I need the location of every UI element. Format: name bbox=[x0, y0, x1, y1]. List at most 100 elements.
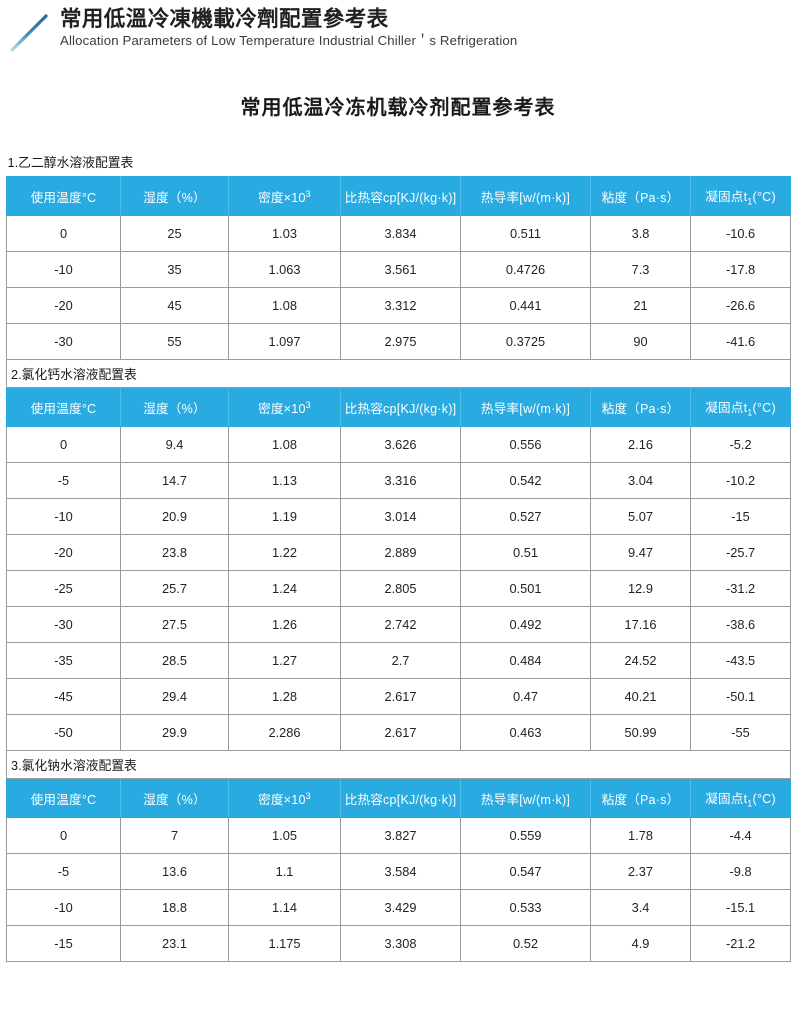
cell-r1-c4: 3.834 bbox=[340, 215, 461, 252]
cell-r2-c7: -9.8 bbox=[689, 853, 792, 890]
cell-r4-c5: 0.3725 bbox=[460, 323, 591, 360]
cell-r1-c2: 7 bbox=[120, 817, 229, 854]
cell-r3-c5: 0.441 bbox=[460, 287, 591, 324]
cell-r2-c3: 1.1 bbox=[228, 853, 341, 890]
cell-r3-c1: -10 bbox=[6, 498, 121, 535]
cell-r2-c5: 0.4726 bbox=[460, 251, 591, 288]
cell-r3-c5: 0.527 bbox=[460, 498, 591, 535]
table-row: -35 28.5 1.27 2.7 0.484 24.52 -43.5 bbox=[6, 642, 792, 679]
cell-r2-c4: 3.584 bbox=[340, 853, 461, 890]
table-row: -15 23.1 1.175 3.308 0.52 4.9 -21.2 bbox=[6, 925, 792, 962]
cell-r6-c1: -30 bbox=[6, 606, 121, 643]
cell-r2-c4: 3.561 bbox=[340, 251, 461, 288]
cell-r2-c5: 0.542 bbox=[460, 462, 591, 499]
column-header-2: 湿度（%） bbox=[120, 387, 229, 427]
cell-r1-c3: 1.03 bbox=[228, 215, 341, 252]
cell-r4-c6: 9.47 bbox=[590, 534, 691, 571]
table-row: 0 9.4 1.08 3.626 0.556 2.16 -5.2 bbox=[6, 426, 792, 463]
cell-r3-c3: 1.08 bbox=[228, 287, 341, 324]
column-header-6: 粘度（Pa·s） bbox=[590, 778, 691, 818]
table-row: -10 35 1.063 3.561 0.4726 7.3 -17.8 bbox=[6, 251, 792, 288]
table-row: 0 7 1.05 3.827 0.559 1.78 -4.4 bbox=[6, 817, 792, 854]
cell-r2-c3: 1.063 bbox=[228, 251, 341, 288]
column-header-1: 使用温度°C bbox=[6, 387, 121, 427]
cell-r5-c1: -25 bbox=[6, 570, 121, 607]
column-header-1: 使用温度°C bbox=[6, 778, 121, 818]
column-header-4: 比热容cp[KJ/(kg·k)] bbox=[340, 778, 461, 818]
cell-r8-c2: 29.4 bbox=[120, 678, 229, 715]
cell-r3-c2: 20.9 bbox=[120, 498, 229, 535]
cell-r3-c2: 45 bbox=[120, 287, 229, 324]
cell-r7-c4: 2.7 bbox=[340, 642, 461, 679]
table-header-row: 使用温度°C 湿度（%） 密度×103 比热容cp[KJ/(kg·k)] 热导率[w/(… bbox=[6, 387, 792, 427]
cell-r7-c1: -35 bbox=[6, 642, 121, 679]
cell-r6-c3: 1.26 bbox=[228, 606, 341, 643]
cell-r3-c1: -10 bbox=[6, 889, 121, 926]
cell-r4-c2: 23.8 bbox=[120, 534, 229, 571]
table-caption: 1.乙二醇水溶液配置表 bbox=[6, 146, 791, 177]
cell-r9-c7: -55 bbox=[689, 714, 792, 751]
cell-r2-c1: -5 bbox=[6, 462, 121, 499]
column-header-6: 粘度（Pa·s） bbox=[590, 176, 691, 216]
table-header-row: 使用温度°C 湿度（%） 密度×103 比热容cp[KJ/(kg·k)] 热导率[w/(… bbox=[6, 176, 792, 216]
cell-r8-c1: -45 bbox=[6, 678, 121, 715]
cell-r8-c6: 40.21 bbox=[590, 678, 691, 715]
cell-r8-c5: 0.47 bbox=[460, 678, 591, 715]
cell-r1-c2: 9.4 bbox=[120, 426, 229, 463]
table-caption-row: 1.乙二醇水溶液配置表 bbox=[6, 146, 791, 177]
cell-r9-c3: 2.286 bbox=[228, 714, 341, 751]
brand-name-en: Allocation Parameters of Low Temperature… bbox=[60, 33, 518, 49]
cell-r2-c1: -10 bbox=[6, 251, 121, 288]
cell-r2-c7: -10.2 bbox=[689, 462, 792, 499]
cell-r3-c6: 21 bbox=[590, 287, 691, 324]
cell-r2-c7: -17.8 bbox=[689, 251, 792, 288]
cell-r5-c7: -31.2 bbox=[689, 570, 792, 607]
cell-r4-c3: 1.175 bbox=[228, 925, 341, 962]
cell-r6-c6: 17.16 bbox=[590, 606, 691, 643]
cell-r7-c2: 28.5 bbox=[120, 642, 229, 679]
cell-r4-c7: -25.7 bbox=[689, 534, 792, 571]
table-row: -30 55 1.097 2.975 0.3725 90 -41.6 bbox=[6, 323, 792, 360]
letterhead: 常用低溫冷凍機載冷劑配置參考表 Allocation Parameters of… bbox=[0, 0, 796, 58]
cell-r2-c6: 7.3 bbox=[590, 251, 691, 288]
cell-r1-c5: 0.559 bbox=[460, 817, 591, 854]
cell-r1-c1: 0 bbox=[6, 817, 121, 854]
cell-r4-c3: 1.22 bbox=[228, 534, 341, 571]
table-row: -50 29.9 2.286 2.617 0.463 50.99 -55 bbox=[6, 714, 792, 751]
cell-r5-c4: 2.805 bbox=[340, 570, 461, 607]
cell-r7-c5: 0.484 bbox=[460, 642, 591, 679]
cell-r1-c7: -10.6 bbox=[689, 215, 792, 252]
column-header-7: 凝固点t1(°C) bbox=[689, 778, 792, 818]
table-caption: 2.氯化钙水溶液配置表 bbox=[5, 359, 792, 388]
cell-r5-c3: 1.24 bbox=[228, 570, 341, 607]
cell-r7-c7: -43.5 bbox=[689, 642, 792, 679]
brand-name-cn: 常用低溫冷凍機載冷劑配置參考表 bbox=[60, 7, 389, 31]
cell-r2-c4: 3.316 bbox=[340, 462, 461, 499]
cell-r3-c4: 3.312 bbox=[340, 287, 461, 324]
cell-r2-c1: -5 bbox=[6, 853, 121, 890]
cell-r5-c6: 12.9 bbox=[590, 570, 691, 607]
column-header-2: 湿度（%） bbox=[120, 176, 229, 216]
table-row: -20 45 1.08 3.312 0.441 21 -26.6 bbox=[6, 287, 792, 324]
table-row: -10 18.8 1.14 3.429 0.533 3.4 -15.1 bbox=[6, 889, 792, 926]
cell-r3-c5: 0.533 bbox=[460, 889, 591, 926]
cell-r3-c7: -15.1 bbox=[689, 889, 792, 926]
cell-r4-c7: -21.2 bbox=[689, 925, 792, 962]
cell-r9-c5: 0.463 bbox=[460, 714, 591, 751]
column-header-5: 热导率[w/(m·k)] bbox=[460, 176, 591, 216]
cell-r3-c3: 1.14 bbox=[228, 889, 341, 926]
cell-r2-c2: 35 bbox=[120, 251, 229, 288]
cell-r2-c5: 0.547 bbox=[460, 853, 591, 890]
cell-r2-c3: 1.13 bbox=[228, 462, 341, 499]
table-row: -10 20.9 1.19 3.014 0.527 5.07 -15 bbox=[6, 498, 792, 535]
cell-r1-c3: 1.05 bbox=[228, 817, 341, 854]
cell-r9-c6: 50.99 bbox=[590, 714, 691, 751]
cell-r2-c2: 14.7 bbox=[120, 462, 229, 499]
cell-r1-c3: 1.08 bbox=[228, 426, 341, 463]
cell-r1-c6: 2.16 bbox=[590, 426, 691, 463]
cell-r9-c2: 29.9 bbox=[120, 714, 229, 751]
brand-text-block: 常用低溫冷凍機載冷劑配置參考表 Allocation Parameters of… bbox=[54, 6, 517, 50]
table-row: -20 23.8 1.22 2.889 0.51 9.47 -25.7 bbox=[6, 534, 792, 571]
cell-r7-c6: 24.52 bbox=[590, 642, 691, 679]
cell-r5-c2: 25.7 bbox=[120, 570, 229, 607]
